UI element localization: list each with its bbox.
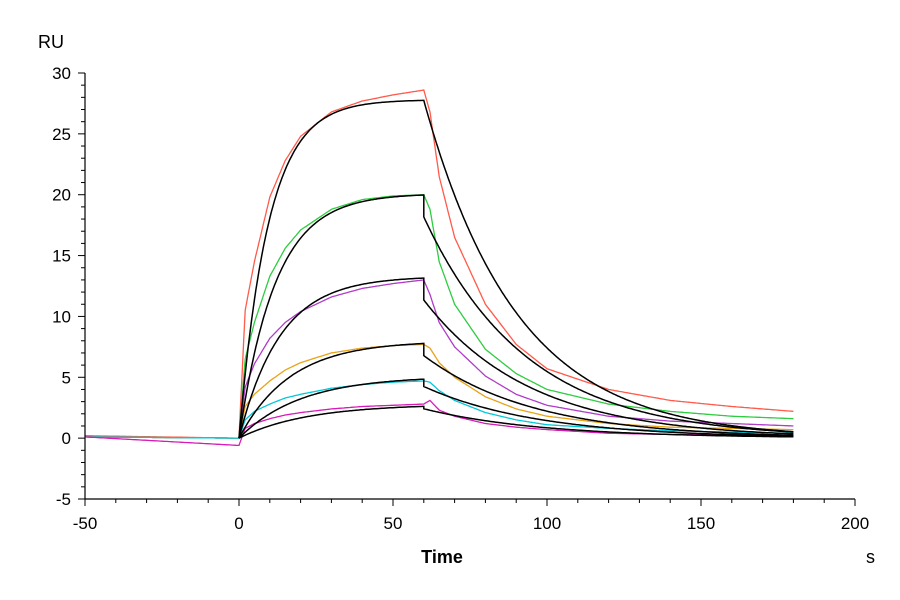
- y-tick-label: 0: [62, 429, 71, 448]
- y-tick-label: 30: [52, 64, 71, 83]
- plot-area: [84, 89, 794, 447]
- observed-curve-5: [85, 380, 794, 439]
- fit-curve-4: [238, 342, 794, 439]
- y-tick-label: 20: [52, 186, 71, 205]
- y-tick-label: 15: [52, 247, 71, 266]
- y-axis-label: RU: [38, 32, 64, 52]
- observed-curve-6: [84, 399, 794, 447]
- observed-curve-3: [85, 279, 794, 439]
- x-tick-label: 150: [687, 514, 715, 533]
- y-tick-label: -5: [56, 490, 71, 509]
- fit-curve-6: [238, 405, 794, 439]
- fit-curve-2: [238, 194, 794, 439]
- fit-curve-3: [238, 277, 794, 439]
- x-tick-label: 200: [841, 514, 869, 533]
- x-tick-label: 0: [234, 514, 243, 533]
- x-axis-unit: s: [866, 547, 875, 567]
- x-axis-label: Time: [421, 547, 463, 567]
- fit-curve-5: [238, 378, 794, 439]
- y-tick-label: 25: [52, 125, 71, 144]
- x-tick-label: 100: [533, 514, 561, 533]
- x-tick-label: -50: [73, 514, 98, 533]
- fit-curve-1: [238, 99, 794, 439]
- x-tick-label: 50: [384, 514, 403, 533]
- y-tick-label: 10: [52, 307, 71, 326]
- y-tick-label: 5: [62, 368, 71, 387]
- observed-curve-1: [85, 89, 794, 439]
